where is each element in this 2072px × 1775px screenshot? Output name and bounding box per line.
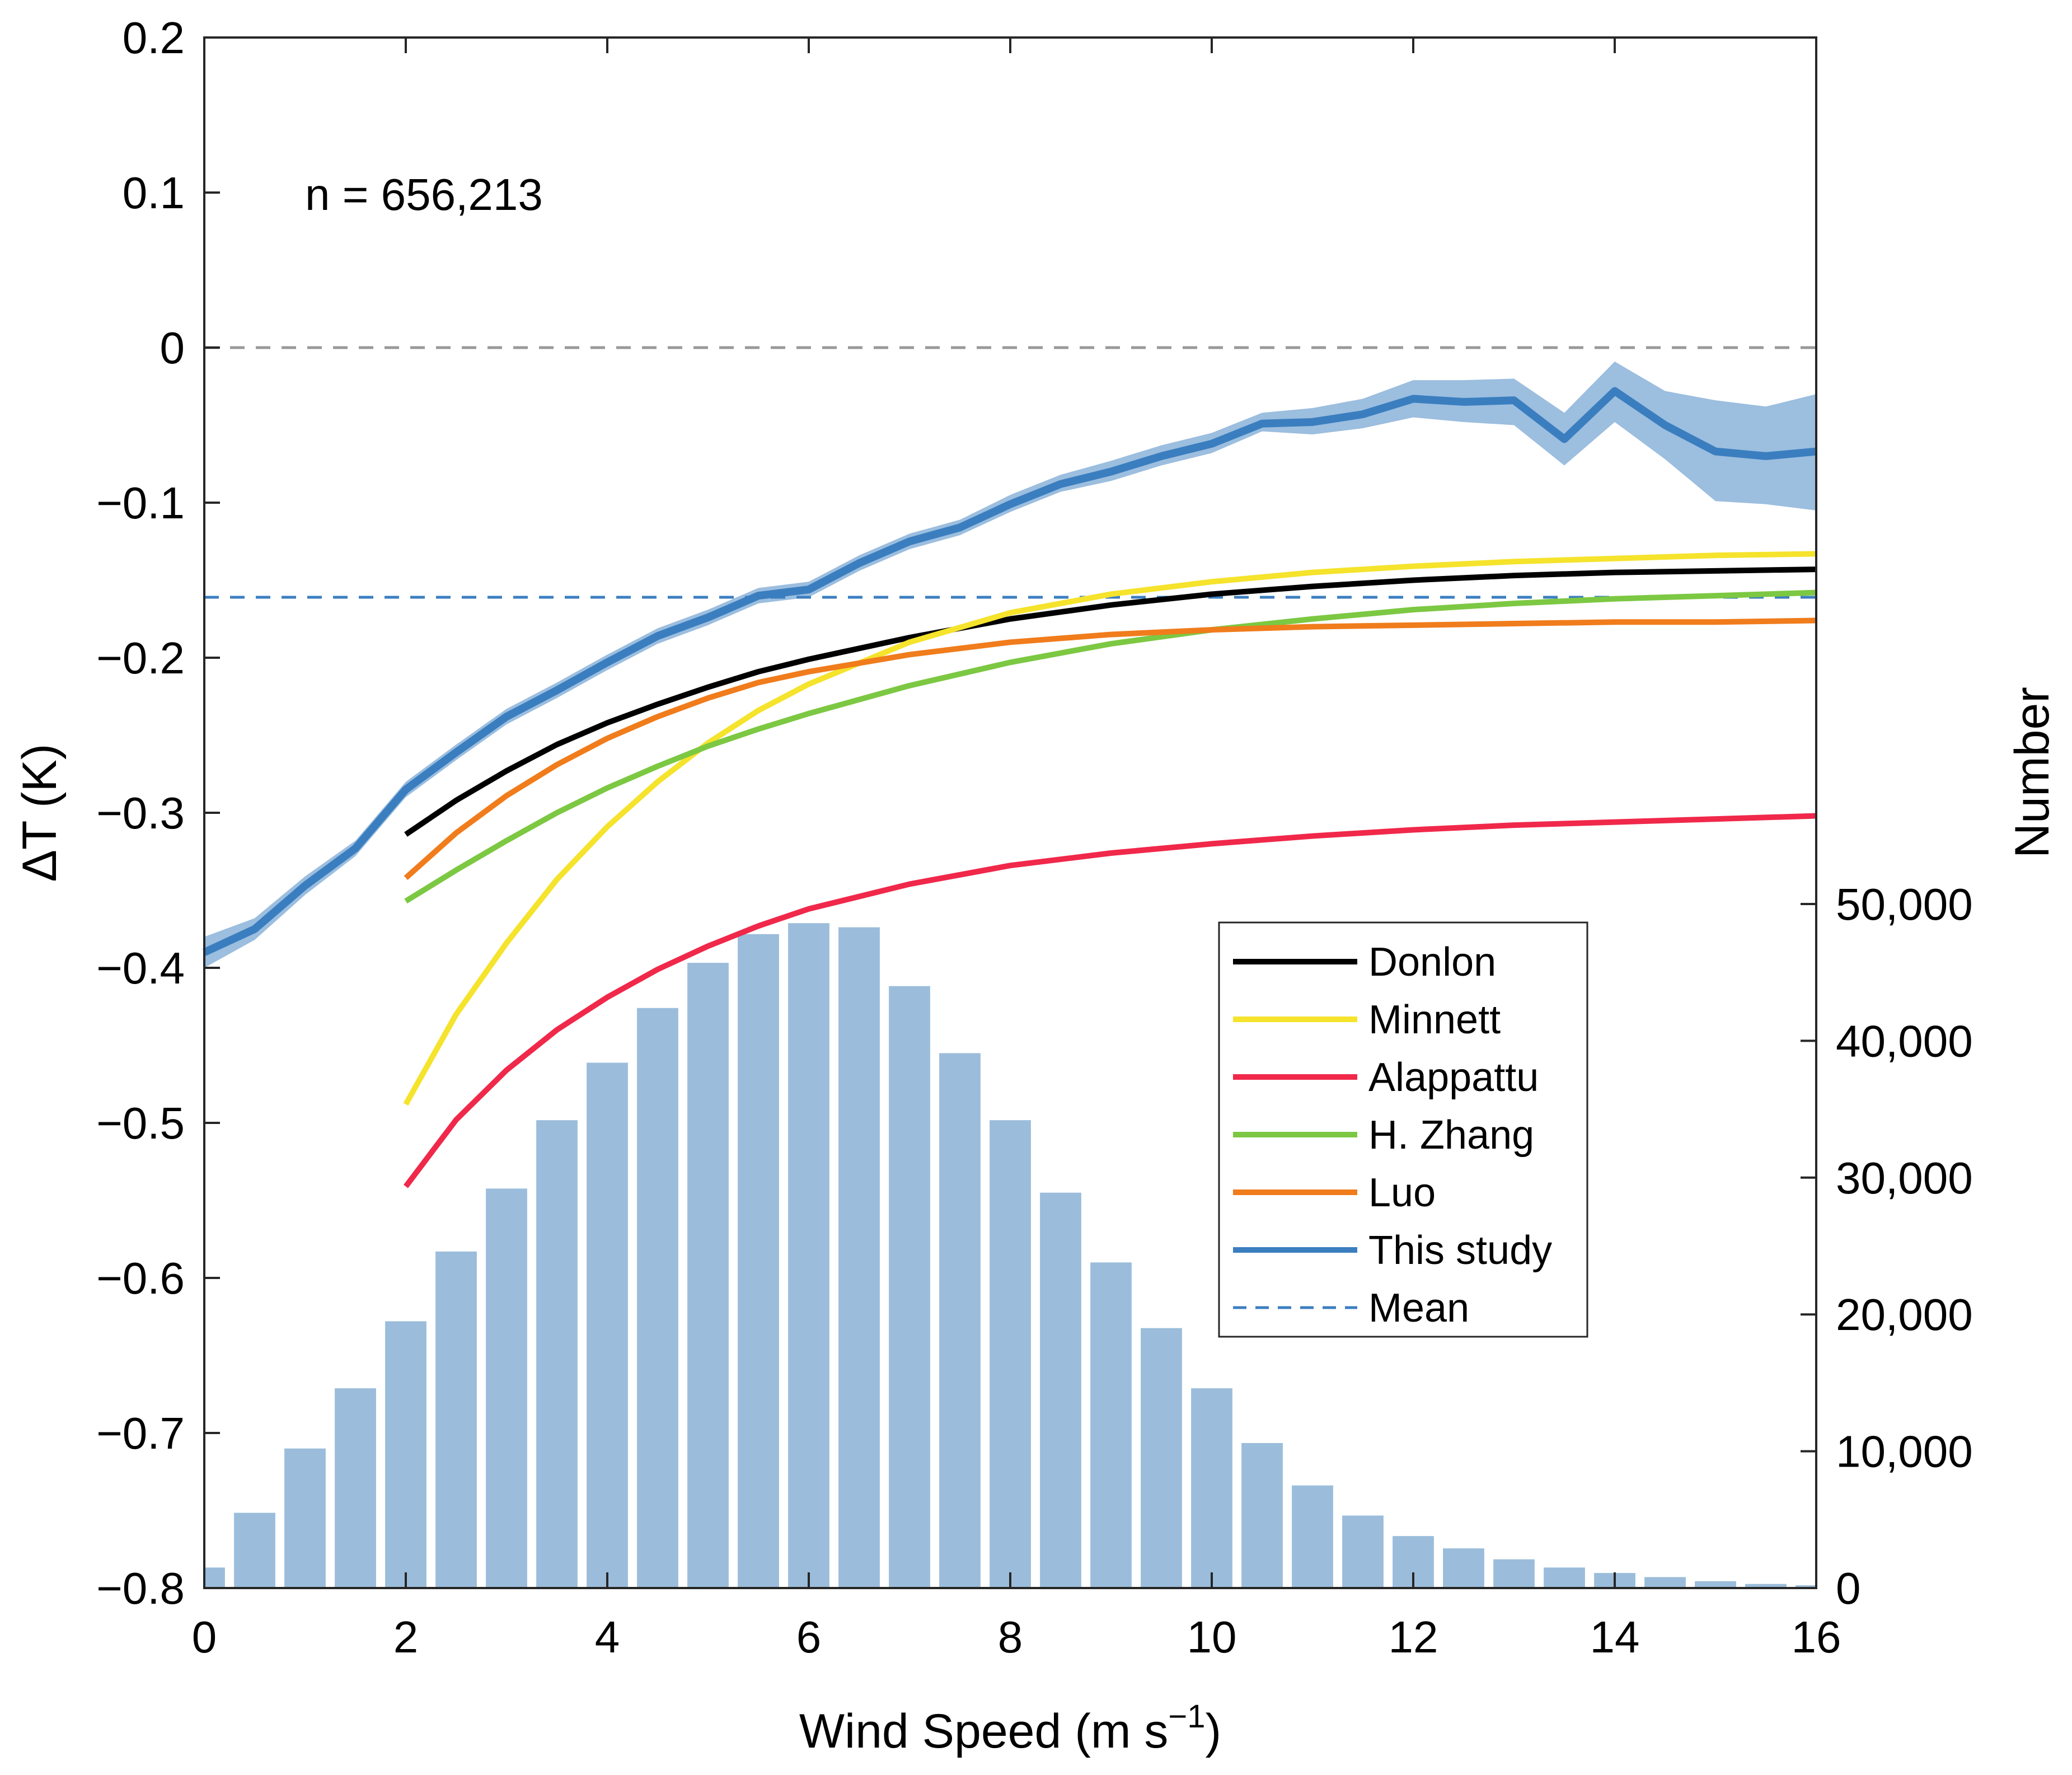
histogram-bar: [939, 1053, 981, 1588]
histogram-bar: [204, 1567, 225, 1588]
y-axis-right: 0 10,000 20,000 30,000 40,000 50,000: [1801, 879, 1973, 1613]
x-tick-label: 14: [1590, 1612, 1640, 1662]
legend-label-this-study: This study: [1368, 1228, 1552, 1273]
series-lines: [203, 387, 1817, 1188]
y2-tick-label: 30,000: [1836, 1153, 1973, 1203]
legend-entries: Donlon Minnett Alappattu H. Zhang Luo This st…: [1233, 940, 1552, 1331]
y-axis-title: ΔT (K): [13, 744, 67, 882]
histogram-bar: [738, 934, 779, 1588]
histogram-bar: [335, 1388, 376, 1588]
histogram: [204, 923, 1816, 1588]
y-tick-label: −0.8: [96, 1563, 185, 1613]
histogram-bar: [385, 1321, 426, 1588]
legend-label-minnett: Minnett: [1368, 997, 1501, 1042]
series-line-this-study: [203, 387, 1817, 956]
x-axis-title-exponent: −1: [1168, 1698, 1205, 1735]
y2-tick-label: 10,000: [1836, 1427, 1973, 1477]
series-line-h-zhang: [404, 589, 1817, 904]
histogram-bar: [1695, 1581, 1736, 1588]
histogram-bar: [587, 1062, 628, 1588]
legend-label-donlon: Donlon: [1368, 940, 1496, 985]
legend-label-mean: Mean: [1368, 1286, 1469, 1331]
histogram-bar: [536, 1120, 578, 1588]
x-tick-label: 0: [192, 1612, 217, 1662]
x-tick-label: 4: [595, 1612, 620, 1662]
x-tick-label: 12: [1389, 1612, 1438, 1662]
y-tick-label: −0.2: [96, 633, 185, 683]
histogram-bar: [1040, 1192, 1081, 1588]
histogram-bar: [1090, 1262, 1132, 1588]
x-tick-label: 16: [1792, 1612, 1841, 1662]
histogram-bar: [1342, 1515, 1384, 1588]
reference-lines: [204, 346, 1816, 599]
legend: Donlon Minnett Alappattu H. Zhang Luo This st…: [1218, 921, 1588, 1338]
x-tick-label: 10: [1187, 1612, 1237, 1662]
y-tick-label: −0.6: [96, 1253, 185, 1303]
y2-tick-label: 50,000: [1836, 879, 1973, 929]
histogram-bar: [838, 927, 880, 1588]
histogram-bar: [1191, 1388, 1232, 1588]
histogram-bar: [284, 1448, 326, 1588]
y-tick-label: −0.5: [96, 1098, 185, 1148]
y-tick-label: 0.1: [123, 168, 185, 218]
y-tick-label: 0.2: [123, 13, 185, 63]
histogram-bar: [990, 1120, 1031, 1588]
y-tick-label: −0.1: [96, 478, 185, 528]
sample-count-annotation: n = 656,213: [305, 170, 543, 219]
histogram-bar: [486, 1188, 527, 1588]
histogram-bar: [1292, 1485, 1333, 1588]
histogram-bar: [1241, 1443, 1283, 1588]
histogram-bar: [687, 963, 729, 1588]
x-tick-label: 6: [796, 1612, 822, 1662]
y-tick-label: −0.4: [96, 943, 185, 993]
histogram-bar: [889, 986, 930, 1588]
series-line-alappattu: [404, 813, 1817, 1188]
histogram-bar: [1141, 1328, 1182, 1588]
histogram-bar: [1796, 1585, 1816, 1588]
histogram-bar: [1544, 1567, 1585, 1588]
histogram-bar: [1644, 1577, 1686, 1588]
x-tick-label: 2: [393, 1612, 419, 1662]
y-tick-label: 0: [160, 323, 185, 373]
x-axis-title-main: Wind Speed (m s: [799, 1704, 1169, 1758]
series-line-minnett: [403, 551, 1817, 1106]
legend-label-alappattu: Alappattu: [1368, 1055, 1539, 1100]
histogram-bar: [1443, 1548, 1484, 1588]
histogram-bar: [637, 1008, 678, 1588]
legend-label-luo: Luo: [1368, 1170, 1436, 1215]
x-axis-title-close: ): [1206, 1704, 1222, 1758]
y-axis-left: 0.2 0.1 0 −0.1 −0.2 −0.3 −0.4 −0.5 −0.6 −0.7 −0.8: [96, 13, 220, 1613]
series-line-luo: [404, 617, 1817, 881]
y2-tick-label: 40,000: [1836, 1016, 1973, 1066]
y2-tick-label: 0: [1836, 1563, 1861, 1613]
histogram-bar: [435, 1251, 477, 1588]
legend-box: [1218, 921, 1588, 1338]
histogram-bar: [1493, 1559, 1535, 1588]
y-tick-label: −0.7: [96, 1408, 185, 1458]
x-tick-label: 8: [998, 1612, 1023, 1662]
histogram-bar: [234, 1512, 275, 1588]
histogram-bar: [1745, 1584, 1787, 1588]
histogram-bar: [788, 923, 829, 1588]
y2-axis-title: Number: [2005, 687, 2059, 858]
x-axis: 0 2 4 6 8 10 12 14 16: [192, 38, 1841, 1662]
series-line-donlon: [404, 566, 1817, 837]
y2-tick-label: 20,000: [1836, 1290, 1973, 1340]
x-axis-title: Wind Speed (m s−1): [799, 1698, 1221, 1758]
y-tick-label: −0.3: [96, 788, 185, 838]
legend-label-h-zhang: H. Zhang: [1368, 1113, 1534, 1158]
